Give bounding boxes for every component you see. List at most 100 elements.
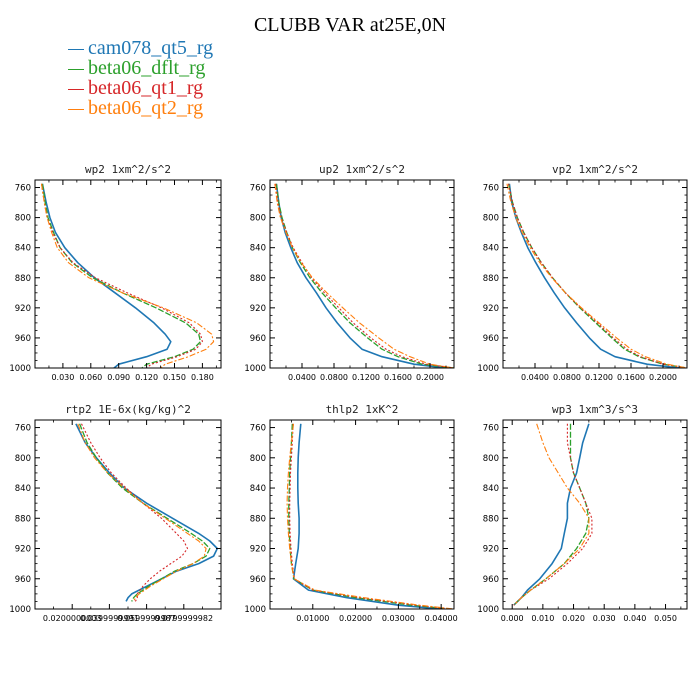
series-line	[77, 423, 207, 602]
series-line	[75, 423, 219, 602]
series-line	[507, 183, 687, 368]
x-tick-label: 0.02000	[339, 614, 372, 623]
x-tick-label: 0.1200	[352, 373, 380, 382]
y-tick-label: 880	[15, 274, 31, 284]
y-tick-label: 880	[15, 514, 31, 524]
chart-panel: wp2 1xm^2/s^2 760 800 840 880 920 960 1000 0.030…	[9, 163, 222, 382]
x-tick-label: 0.0800	[553, 373, 581, 382]
series-line	[508, 183, 687, 368]
plot-frame	[502, 179, 688, 369]
y-tick-label: 880	[483, 514, 499, 524]
series-line	[81, 423, 189, 602]
x-tick-label: 0.180	[191, 373, 214, 382]
legend-swatch	[68, 88, 84, 90]
y-tick-label: 880	[250, 274, 266, 284]
y-tick-label: 960	[250, 575, 266, 585]
legend-label: beta06_qt2_rg	[88, 97, 204, 119]
panel-title: vp2 1xm^2/s^2	[552, 163, 638, 176]
y-tick-label: 760	[483, 184, 499, 194]
x-tick-label: 0.2000	[416, 373, 444, 382]
y-tick-label: 760	[15, 424, 31, 434]
x-tick-label: 0.150	[163, 373, 186, 382]
y-tick-label: 880	[250, 514, 266, 524]
chart-panel: thlp2 1xK^2 760 800 840 880 920 960 1000 0.01000…	[244, 403, 457, 623]
y-tick-label: 840	[15, 484, 31, 494]
plot-frame	[269, 179, 455, 369]
x-tick-label: 0.0599999987	[117, 614, 176, 623]
plot-frame	[34, 179, 222, 369]
page-title: CLUBB VAR at25E,0N	[253, 14, 447, 36]
x-tick-label: 0.0799999982	[155, 614, 214, 623]
series-line	[508, 183, 680, 368]
y-tick-label: 880	[483, 274, 499, 284]
y-tick-label: 840	[483, 244, 499, 254]
series-line	[292, 423, 442, 609]
y-tick-label: 920	[15, 304, 31, 314]
legend-swatch	[68, 108, 84, 110]
x-tick-label: 0.0399999991	[80, 614, 139, 623]
y-tick-label: 920	[15, 545, 31, 555]
y-tick-label: 760	[15, 184, 31, 194]
plot-frame	[269, 419, 455, 610]
panel-title: up2 1xm^2/s^2	[319, 163, 405, 176]
series-line	[274, 183, 454, 368]
legend-swatch	[68, 68, 84, 70]
legend-item: beta06_qt1_rg	[68, 78, 213, 98]
series-line	[506, 183, 687, 368]
plot-frame	[34, 419, 222, 610]
x-tick-label: 0.090	[107, 373, 130, 382]
series-line	[513, 423, 590, 606]
panel-title: wp3 1xm^3/s^3	[552, 403, 638, 416]
y-tick-label: 920	[483, 304, 499, 314]
series-line	[275, 183, 447, 368]
plot-frame	[502, 419, 688, 610]
x-tick-label: 0.010	[531, 614, 554, 623]
y-tick-label: 800	[250, 214, 266, 224]
x-tick-label: 0.04000	[425, 614, 458, 623]
legend-label: cam078_qt5_rg	[88, 37, 214, 59]
x-tick-label: 0.0800	[320, 373, 348, 382]
y-tick-label: 920	[483, 545, 499, 555]
y-tick-label: 800	[250, 454, 266, 464]
y-tick-label: 1000	[477, 605, 499, 615]
y-tick-label: 840	[250, 244, 266, 254]
series-line	[289, 423, 450, 609]
y-tick-label: 920	[250, 545, 266, 555]
series-line	[40, 183, 215, 368]
x-tick-label: 0.120	[135, 373, 158, 382]
x-tick-label: 0.0200000003	[43, 614, 102, 623]
x-tick-label: 0.1600	[617, 373, 645, 382]
y-tick-label: 960	[15, 575, 31, 585]
y-tick-label: 840	[15, 244, 31, 254]
series-line	[275, 183, 454, 368]
x-tick-label: 0.1600	[384, 373, 412, 382]
x-tick-label: 0.03000	[382, 614, 415, 623]
panel-title: wp2 1xm^2/s^2	[85, 163, 171, 176]
y-tick-label: 760	[483, 424, 499, 434]
y-tick-label: 840	[250, 484, 266, 494]
series-line	[286, 423, 454, 609]
x-tick-label: 0.040	[623, 614, 646, 623]
legend-item: cam078_qt5_rg	[68, 38, 213, 58]
x-tick-label: 0.050	[654, 614, 677, 623]
y-tick-label: 1000	[244, 364, 266, 374]
chart-panel: up2 1xm^2/s^2 760 800 840 880 920 960 1000 0.040…	[244, 163, 455, 382]
y-tick-label: 800	[483, 214, 499, 224]
y-tick-label: 920	[250, 304, 266, 314]
series-line	[513, 423, 590, 606]
y-tick-label: 960	[15, 334, 31, 344]
x-tick-label: 0.020	[562, 614, 585, 623]
legend-item: beta06_dflt_rg	[68, 58, 213, 78]
y-tick-label: 960	[250, 334, 266, 344]
y-tick-label: 800	[483, 454, 499, 464]
series-line	[275, 183, 454, 368]
y-tick-label: 760	[250, 424, 266, 434]
legend-label: beta06_qt1_rg	[88, 77, 204, 99]
series-line	[40, 183, 203, 368]
legend-label: beta06_dflt_rg	[88, 57, 206, 79]
x-tick-label: 0.030	[593, 614, 616, 623]
legend-item: beta06_qt2_rg	[68, 98, 213, 118]
x-tick-label: 0.030	[51, 373, 74, 382]
y-tick-label: 800	[15, 454, 31, 464]
